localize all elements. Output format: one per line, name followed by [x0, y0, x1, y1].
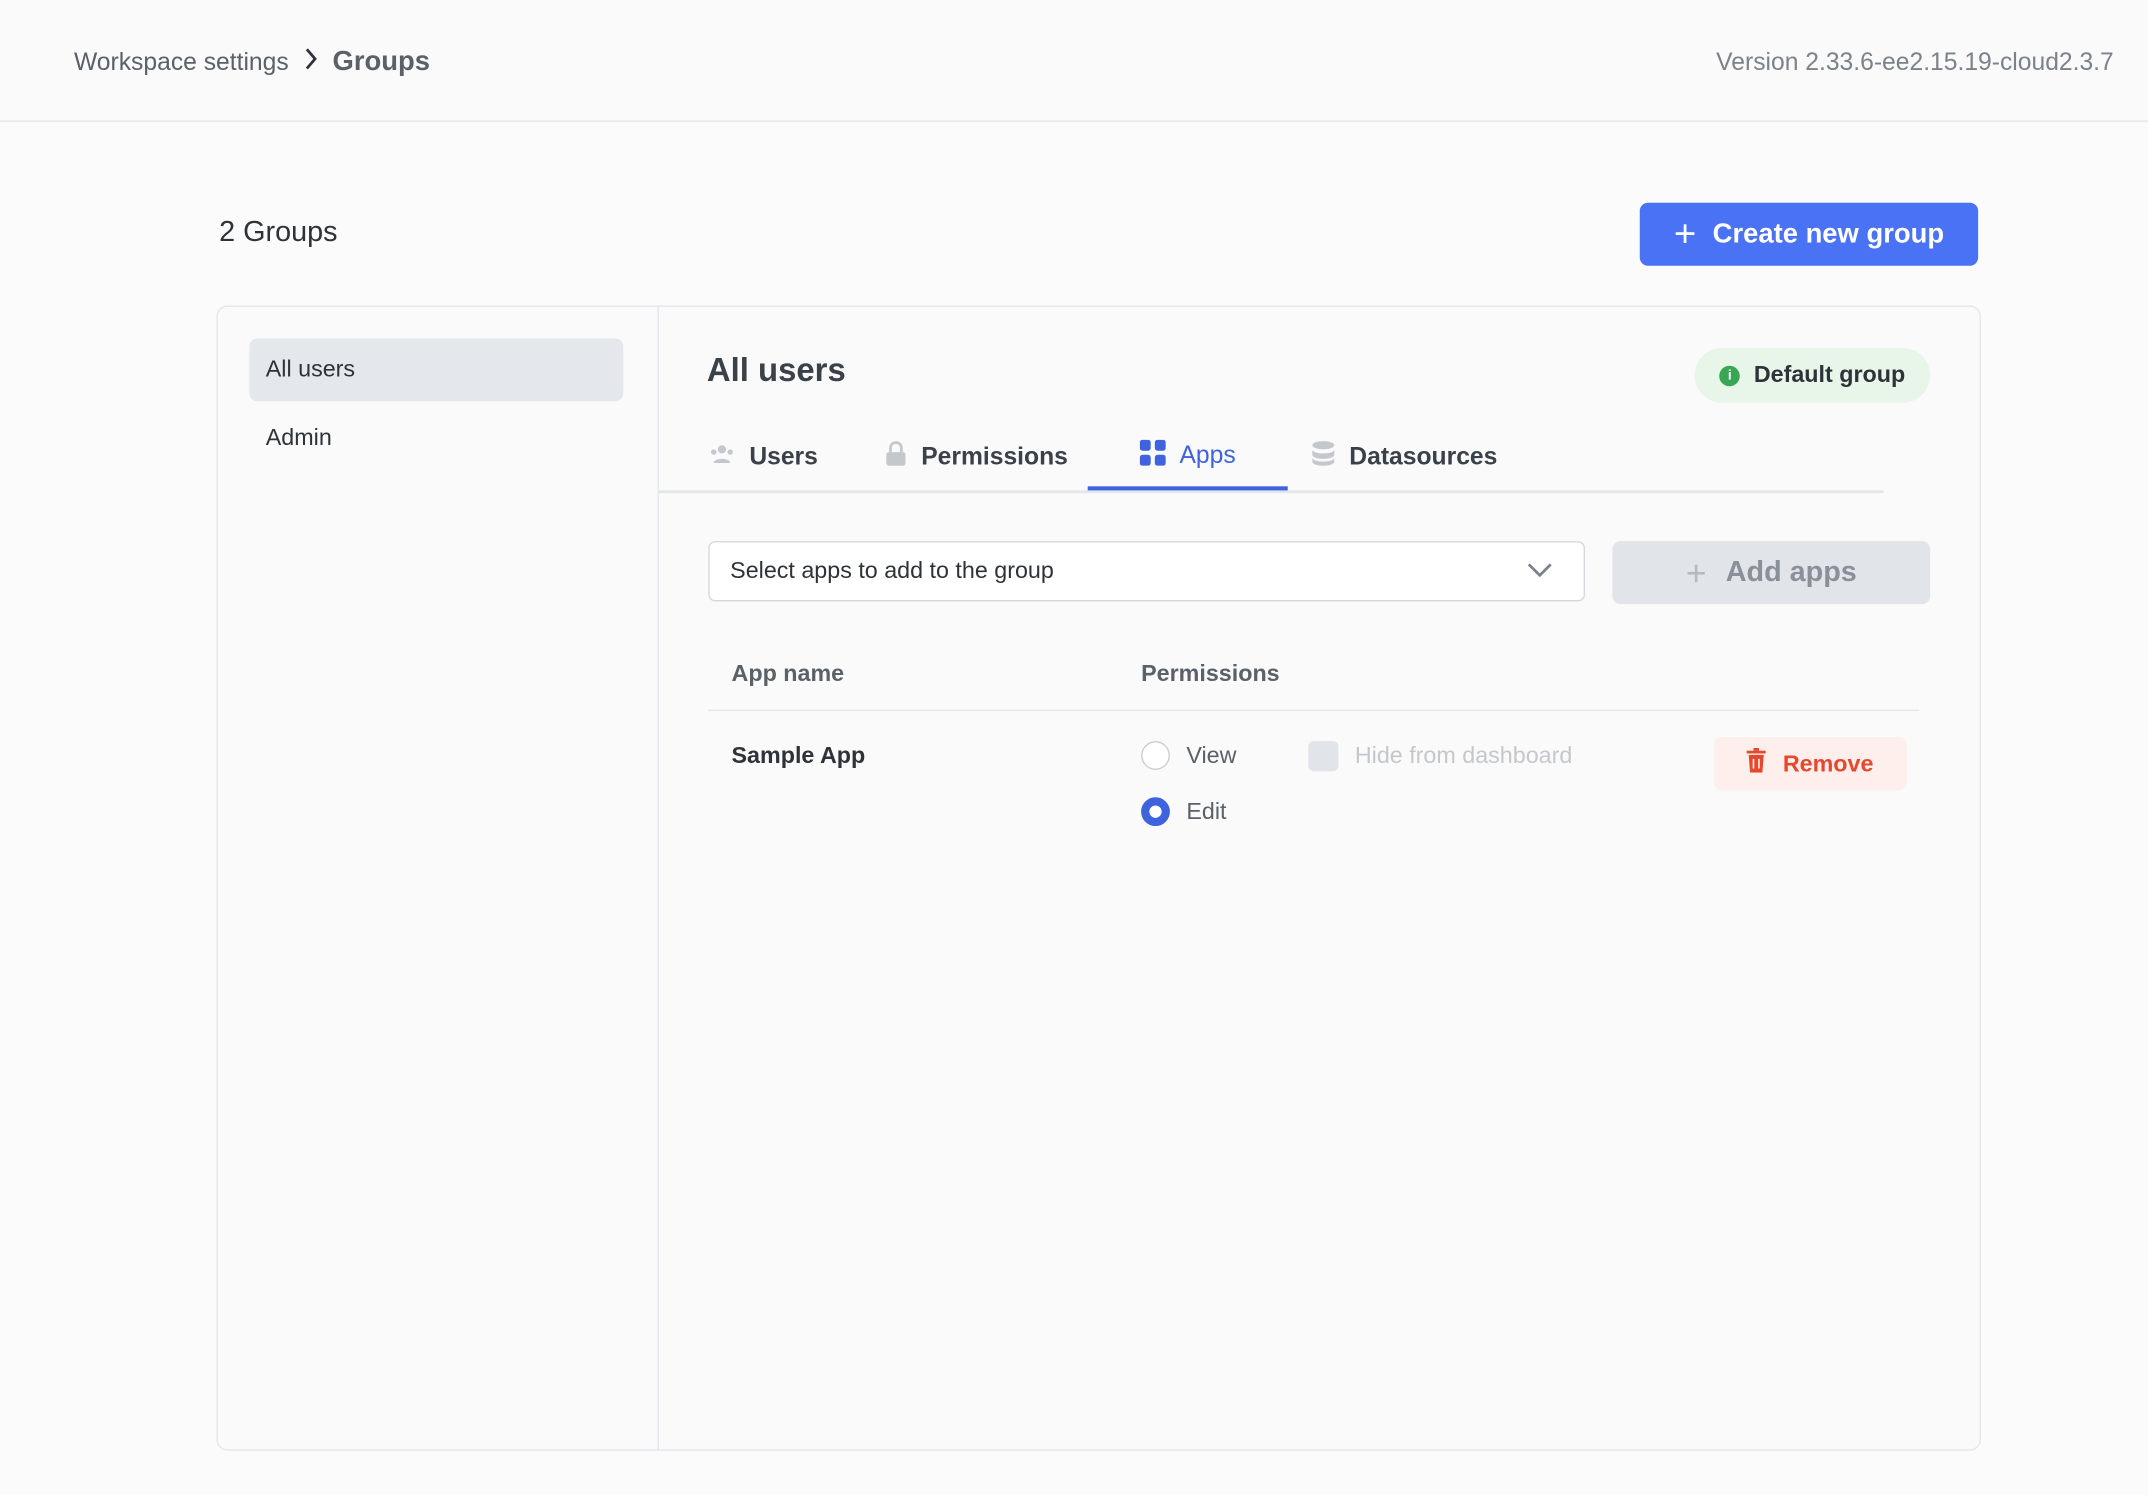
badge-label: Default group — [1753, 361, 1906, 388]
group-label: All users — [265, 356, 356, 383]
remove-label: Remove — [1782, 750, 1874, 777]
create-new-group-button[interactable]: + Create new group — [1639, 202, 1979, 266]
select-apps-dropdown[interactable]: Select apps to add to the group — [708, 541, 1585, 602]
breadcrumb-workspace-settings[interactable]: Workspace settings — [73, 47, 289, 76]
users-icon — [708, 442, 735, 471]
add-apps-label: Add apps — [1725, 556, 1857, 588]
tab-label: Permissions — [921, 441, 1068, 470]
group-item-all-users[interactable]: All users — [249, 338, 624, 402]
tab-apps[interactable]: Apps — [1087, 425, 1288, 491]
create-new-group-label: Create new group — [1712, 218, 1945, 249]
tab-label: Datasources — [1349, 441, 1498, 470]
group-detail: All users i Default group Users Permissi… — [658, 307, 1980, 1449]
tab-users[interactable]: Users — [708, 425, 818, 488]
app-name: Sample App — [731, 742, 866, 769]
select-placeholder: Select apps to add to the group — [730, 557, 1054, 584]
tab-permissions[interactable]: Permissions — [886, 425, 1068, 488]
tab-label: Apps — [1179, 441, 1236, 469]
breadcrumb: Workspace settings Groups — [74, 47, 430, 79]
hide-from-dashboard-checkbox[interactable] — [1308, 741, 1339, 772]
permission-edit-option[interactable]: Edit — [1141, 797, 1227, 827]
table-divider — [708, 709, 1920, 711]
info-icon: i — [1719, 365, 1741, 386]
column-header-app-name: App name — [731, 660, 845, 687]
edit-label: Edit — [1186, 797, 1227, 824]
breadcrumb-groups: Groups — [332, 46, 430, 77]
trash-icon — [1747, 747, 1767, 780]
view-radio[interactable] — [1141, 741, 1170, 770]
database-icon — [1311, 439, 1336, 473]
group-item-admin[interactable]: Admin — [249, 407, 623, 470]
hide-from-dashboard-option[interactable]: Hide from dashboard — [1308, 741, 1573, 772]
groups-card: All users Admin All users i Default grou… — [216, 305, 1981, 1451]
groups-count: 2 Groups — [219, 216, 338, 248]
lock-icon — [886, 439, 908, 473]
top-header: Workspace settings Groups Version 2.33.6… — [0, 0, 2148, 122]
hide-from-dashboard-label: Hide from dashboard — [1354, 742, 1573, 769]
chevron-right-icon — [302, 47, 318, 79]
apps-grid-icon — [1139, 439, 1166, 472]
add-apps-button[interactable]: + Add apps — [1612, 541, 1931, 605]
plus-icon: + — [1685, 552, 1707, 594]
edit-radio[interactable] — [1141, 797, 1170, 827]
tab-datasources[interactable]: Datasources — [1311, 425, 1498, 488]
tab-bar: Users Permissions Apps Datasources — [658, 425, 1884, 494]
permission-view-option[interactable]: View — [1141, 741, 1236, 770]
default-group-badge: i Default group — [1694, 347, 1931, 403]
group-title: All users — [706, 352, 846, 390]
column-header-permissions: Permissions — [1141, 660, 1280, 687]
version-label: Version 2.33.6-ee2.15.19-cloud2.3.7 — [1716, 47, 2114, 76]
groups-sidebar: All users Admin — [218, 306, 659, 1450]
plus-icon: + — [1673, 212, 1697, 255]
tab-label: Users — [749, 441, 818, 470]
group-label: Admin — [265, 424, 332, 451]
view-label: View — [1186, 741, 1237, 768]
remove-app-button[interactable]: Remove — [1713, 737, 1907, 791]
chevron-down-icon — [1526, 558, 1553, 585]
